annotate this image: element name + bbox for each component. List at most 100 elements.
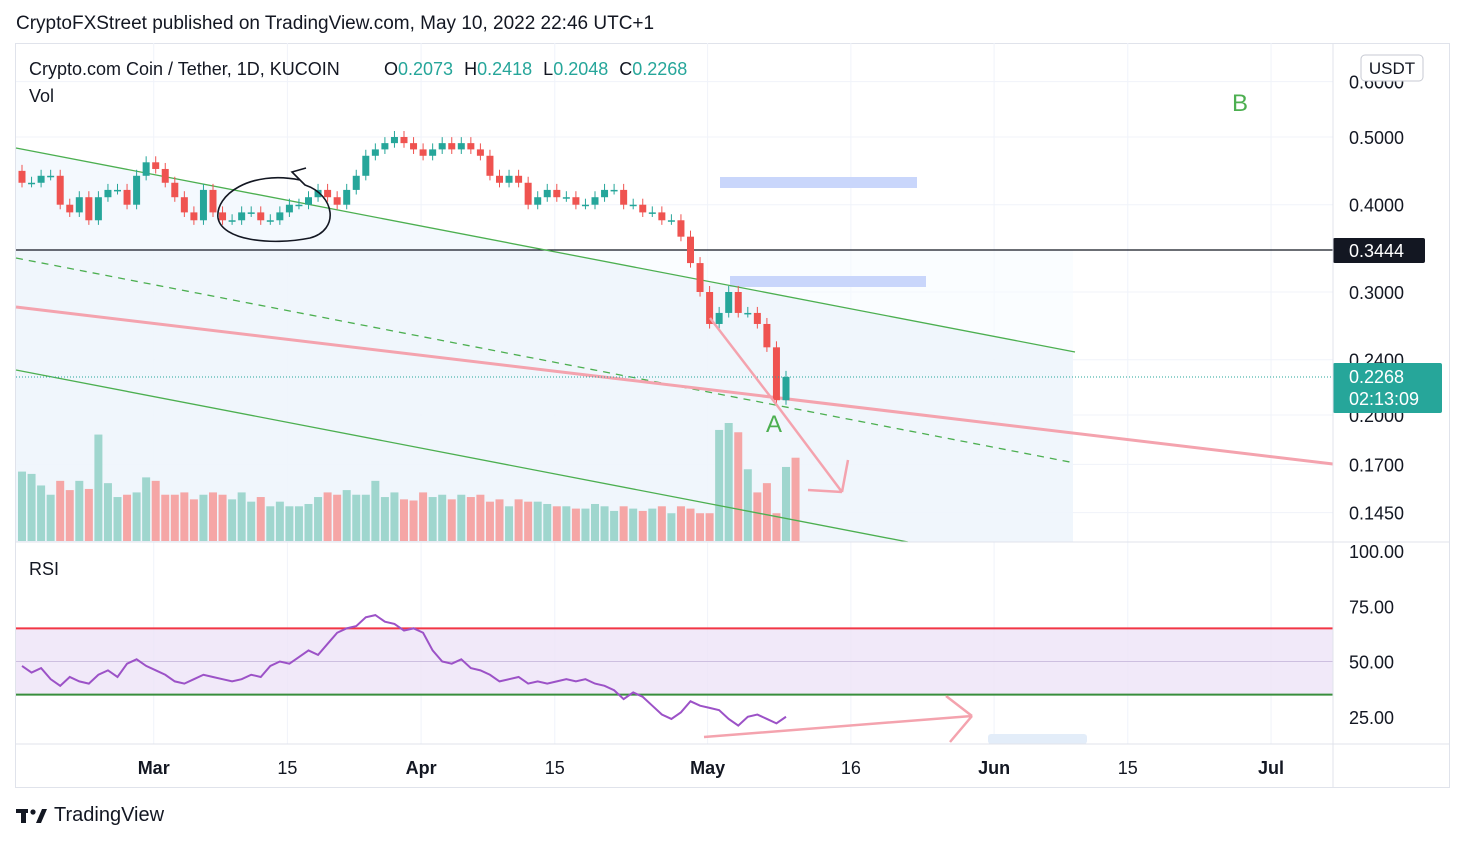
volume-bar	[514, 499, 523, 541]
candle-body	[467, 143, 475, 150]
candle-body	[753, 312, 761, 324]
volume-bar	[533, 501, 542, 541]
resistance-zone-upper[interactable]	[720, 177, 917, 188]
volume-bar	[199, 494, 208, 541]
price-tick-label: 0.1450	[1349, 504, 1404, 524]
candle-body	[725, 292, 733, 313]
volume-bar	[123, 494, 132, 541]
volume-bar	[37, 485, 46, 541]
volume-bar	[552, 506, 561, 541]
volume-bar	[294, 506, 303, 541]
volume-bar	[734, 432, 743, 541]
volume-bar	[591, 503, 599, 541]
volume-bar	[323, 492, 332, 541]
candle-body	[734, 292, 742, 313]
candle-body	[85, 197, 93, 221]
volume-bar	[46, 494, 55, 541]
candle-body	[553, 189, 561, 198]
candle-body	[534, 197, 542, 205]
projection-arrow-price[interactable]	[709, 317, 850, 494]
resistance-zone-lower[interactable]	[730, 276, 926, 287]
volume-bar	[189, 499, 198, 541]
candle-body	[419, 149, 427, 156]
currency-badge[interactable]: USDT	[1360, 54, 1424, 82]
volume-bar	[686, 508, 695, 541]
volume-bar	[600, 506, 609, 541]
chart-frame	[15, 43, 1450, 788]
candle-body	[390, 137, 398, 144]
volume-bar	[132, 492, 141, 541]
volume-bar	[314, 497, 323, 541]
volume-bar	[667, 513, 676, 541]
volume-bar	[18, 471, 26, 541]
channel-mid-line[interactable]	[15, 257, 1076, 464]
candle-body	[448, 143, 456, 150]
rsi-pane: 100.00 75.00 50.00 25.00	[16, 542, 1404, 728]
candlesticks	[18, 130, 790, 405]
volume-bar	[113, 497, 122, 541]
volume-bar	[619, 506, 628, 541]
time-tick-label: May	[690, 758, 725, 778]
candle-body	[658, 212, 666, 221]
volume-bar	[333, 494, 342, 541]
rsi-tick-label: 25.00	[1349, 708, 1394, 728]
rsi-line	[21, 614, 787, 727]
volume-bar	[103, 483, 112, 541]
tradingview-brand[interactable]: TradingView	[16, 804, 164, 827]
candle-body	[581, 204, 589, 207]
candle-body	[400, 137, 408, 144]
candle-body	[429, 149, 437, 156]
volume-bar	[361, 494, 370, 541]
candle-body	[381, 143, 389, 150]
candle-body	[410, 143, 418, 150]
candle-body	[285, 204, 293, 213]
candle-body	[257, 212, 265, 221]
time-axis[interactable]: Mar 15 Apr 15 May 16 Jun 15 Jul	[138, 758, 1284, 778]
candle-body	[515, 175, 523, 183]
candle-body	[56, 175, 64, 205]
candle-body	[28, 182, 36, 185]
rsi-title: RSI	[29, 559, 59, 579]
legend-symbol: Crypto.com Coin / Tether, 1D, KUCOIN	[29, 59, 340, 79]
volume-bar	[419, 492, 428, 541]
volume-bar	[428, 497, 437, 541]
volume-bar	[524, 501, 533, 541]
candle-body	[343, 189, 351, 205]
volume-bars	[18, 423, 800, 541]
legend-ohlc: O0.2073 H0.2418 L0.2048 C0.2268	[384, 59, 687, 79]
bar-countdown: 02:13:09	[1349, 389, 1419, 409]
candle-body	[75, 197, 83, 213]
volume-bar	[438, 494, 447, 541]
candle-body	[629, 204, 637, 207]
candle-body	[371, 149, 379, 156]
volume-bar	[247, 501, 256, 541]
volume-bar	[228, 499, 237, 541]
rsi-tick-label: 75.00	[1349, 597, 1394, 617]
candle-body	[677, 220, 685, 237]
volume-bar	[27, 473, 36, 541]
candle-body	[18, 170, 26, 183]
volume-bar	[209, 492, 217, 541]
volume-bar	[562, 506, 571, 541]
wave-a-label: A	[766, 411, 782, 438]
pink-trendline[interactable]	[15, 305, 1334, 466]
candle-body	[543, 189, 551, 198]
volume-bar	[342, 490, 351, 541]
projection-arrow-rsi[interactable]	[703, 695, 973, 743]
channel-upper-line[interactable]	[15, 147, 1076, 353]
price-axis[interactable]: 0.60000.50000.40000.30000.24000.20000.17…	[1349, 73, 1404, 524]
rsi-tick-label: 50.00	[1349, 653, 1394, 673]
time-tick-label: Apr	[406, 758, 437, 778]
volume-bar	[84, 488, 93, 541]
candle-body	[648, 212, 656, 214]
volume-bar	[495, 499, 504, 541]
price-tick-label: 0.5000	[1349, 128, 1404, 148]
candle-body	[199, 189, 207, 221]
volume-bar	[304, 503, 313, 541]
volume-bar	[485, 501, 494, 541]
channel-lower-line[interactable]	[15, 369, 909, 543]
time-tick-label: Jul	[1258, 758, 1284, 778]
candle-body	[305, 197, 312, 205]
volume-bar	[791, 457, 800, 541]
